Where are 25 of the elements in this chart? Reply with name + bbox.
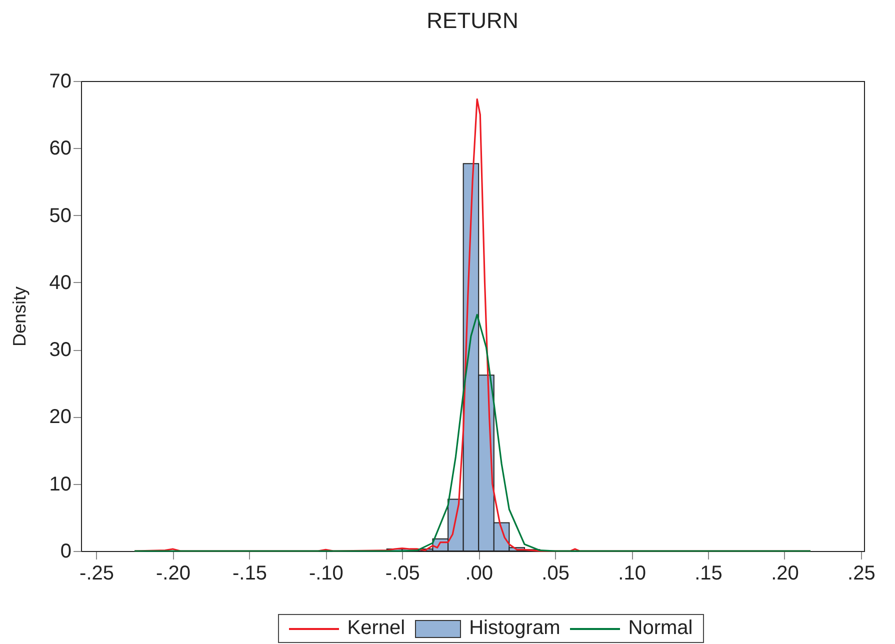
x-tick-label: -.25 xyxy=(80,562,114,584)
x-tick-label: .20 xyxy=(771,562,799,584)
x-tick-label: -.20 xyxy=(156,562,190,584)
chart-title: RETURN xyxy=(426,8,518,33)
y-tick-label: 70 xyxy=(49,70,72,92)
x-tick-label: .05 xyxy=(542,562,570,584)
y-tick-label: 20 xyxy=(49,406,72,428)
y-tick-label: 50 xyxy=(49,204,72,227)
line-series xyxy=(134,314,812,552)
legend-label: Kernel xyxy=(347,617,406,640)
y-tick-label: 10 xyxy=(49,473,72,496)
x-tick-label: -.15 xyxy=(232,562,267,584)
y-axis-title: Density xyxy=(9,286,30,347)
x-tick-label: .15 xyxy=(694,562,722,584)
y-tick-label: 60 xyxy=(49,138,72,160)
legend-label: Normal xyxy=(628,617,693,640)
y-tick-label: 30 xyxy=(49,339,72,362)
x-tick-label: -.10 xyxy=(308,562,344,584)
y-tick-label: 0 xyxy=(60,540,72,562)
x-tick-label: .25 xyxy=(848,562,876,584)
legend-label: Histogram xyxy=(469,617,560,640)
x-tick-label: .00 xyxy=(465,562,494,584)
y-tick-label: 40 xyxy=(49,272,72,294)
x-tick-label: .10 xyxy=(618,562,646,584)
x-tick-label: -.05 xyxy=(385,562,420,584)
